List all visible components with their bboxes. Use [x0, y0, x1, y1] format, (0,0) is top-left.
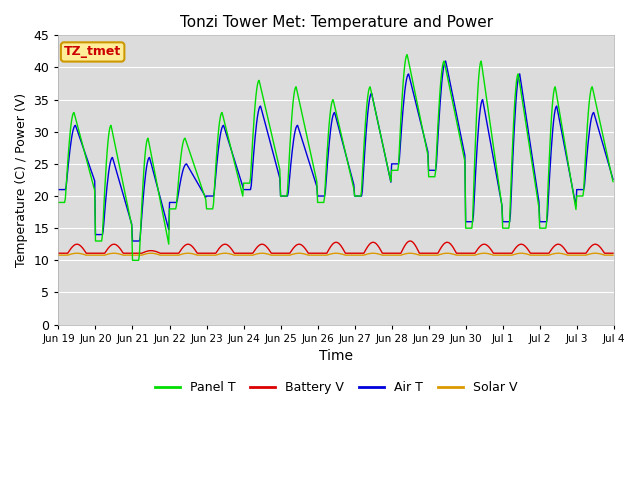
Solar V	[122, 252, 130, 258]
Line: Solar V: Solar V	[58, 253, 613, 255]
Panel T	[179, 142, 186, 147]
Air T	[65, 160, 72, 166]
Text: TZ_tmet: TZ_tmet	[64, 46, 121, 59]
Panel T	[421, 137, 429, 143]
Legend: Panel T, Battery V, Air T, Solar V: Panel T, Battery V, Air T, Solar V	[150, 376, 522, 399]
Title: Tonzi Tower Met: Temperature and Power: Tonzi Tower Met: Temperature and Power	[180, 15, 493, 30]
Line: Panel T: Panel T	[58, 55, 613, 260]
Line: Air T: Air T	[58, 61, 613, 241]
Air T	[404, 72, 412, 78]
Battery V	[420, 251, 428, 256]
Air T	[122, 200, 129, 205]
Air T	[129, 238, 136, 244]
Solar V	[404, 251, 412, 256]
Air T	[420, 133, 428, 139]
Battery V	[609, 251, 617, 256]
Panel T	[403, 52, 411, 58]
Solar V	[208, 252, 216, 258]
Solar V	[609, 252, 617, 258]
X-axis label: Time: Time	[319, 349, 353, 363]
Panel T	[129, 257, 136, 263]
Panel T	[122, 193, 129, 199]
Air T	[54, 187, 62, 192]
Battery V	[122, 251, 129, 256]
Solar V	[65, 252, 72, 258]
Air T	[208, 193, 216, 199]
Panel T	[65, 149, 72, 155]
Battery V	[207, 251, 215, 256]
Panel T	[609, 179, 617, 184]
Air T	[442, 58, 449, 64]
Panel T	[404, 59, 412, 64]
Solar V	[420, 252, 428, 258]
Panel T	[54, 200, 62, 205]
Air T	[179, 168, 186, 174]
Solar V	[73, 251, 81, 256]
Battery V	[65, 249, 72, 255]
Solar V	[54, 252, 62, 258]
Battery V	[54, 251, 62, 256]
Line: Battery V: Battery V	[58, 241, 613, 253]
Air T	[609, 176, 617, 182]
Y-axis label: Temperature (C) / Power (V): Temperature (C) / Power (V)	[15, 93, 28, 267]
Solar V	[179, 251, 186, 257]
Battery V	[406, 238, 414, 244]
Panel T	[208, 206, 216, 212]
Battery V	[403, 240, 411, 246]
Battery V	[178, 246, 186, 252]
